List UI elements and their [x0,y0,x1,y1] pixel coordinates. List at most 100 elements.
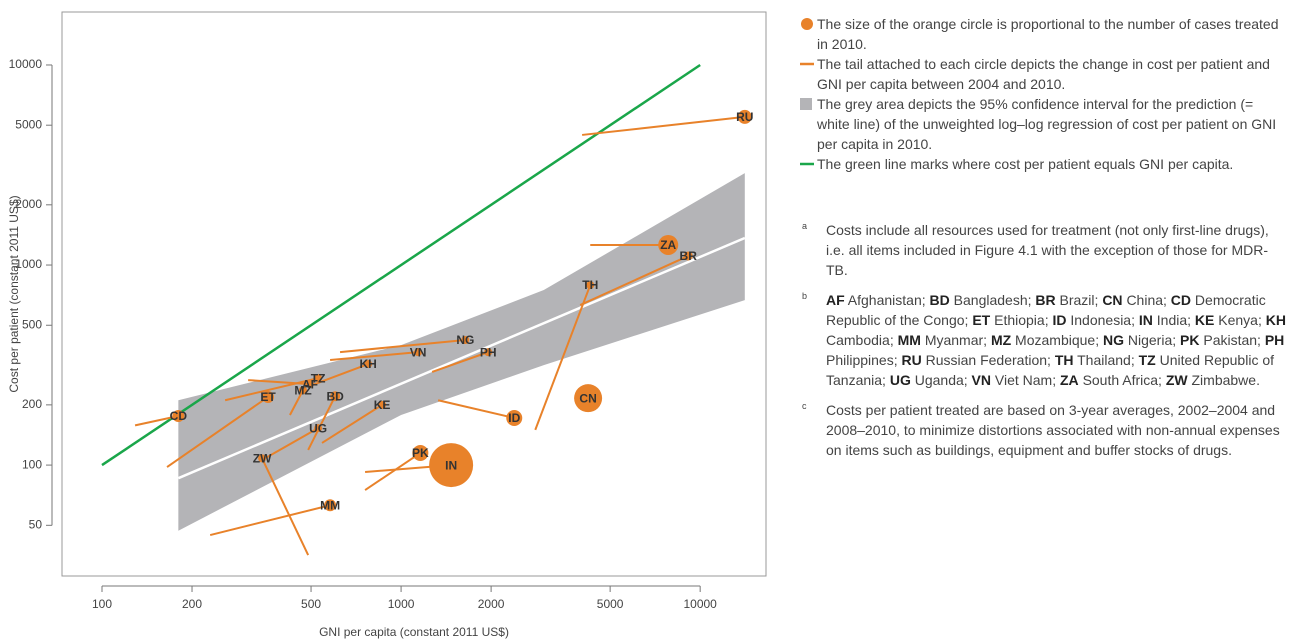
point-label: VN [410,345,427,359]
country-name: Russian Federation; [925,352,1051,368]
legend-icon [800,162,814,166]
legend-icon [800,98,812,110]
point-label: TH [582,278,598,292]
bubble [324,499,337,512]
country-name: Democratic Republic of the Congo; [826,292,1266,328]
tail [321,404,383,444]
x-tick-label: 500 [301,597,321,611]
x-tick-label: 2000 [478,597,505,611]
tail [289,389,304,416]
note-text: Costs per patient treated are based on 3… [826,402,1280,458]
abbr: UG [889,372,911,388]
bubble [414,348,423,357]
note-text: Costs include all resources used for tre… [826,222,1269,278]
point-label: IN [445,458,457,472]
bubble [412,444,429,461]
point-label: BR [680,249,698,263]
tail [261,457,310,556]
country-name: South Africa; [1082,372,1162,388]
legend-swatch [800,98,812,110]
country-name: China; [1126,292,1167,308]
tail [534,284,592,431]
country-name: Indonesia; [1070,312,1135,328]
country-name: Cambodia; [826,332,894,348]
bubble [258,454,267,463]
abbr: KE [1194,312,1215,328]
point-label: PK [412,446,429,460]
abbr: NG [1102,332,1124,348]
point-label: UG [309,421,327,435]
x-tick-label: 5000 [597,597,624,611]
abbr: MM [897,332,921,348]
tail [166,396,269,468]
country-name: Thailand; [1077,352,1135,368]
point-label: AF [302,377,318,391]
legend-swatch [801,18,813,30]
y-tick-label: 2000 [15,197,42,211]
point-label: CN [579,391,596,405]
country-name: Kenya; [1218,312,1262,328]
y-tick-label: 1000 [15,257,42,271]
legend-item: The tail attached to each circle depicts… [800,54,1288,94]
bubble [314,374,323,383]
abbr: KH [1265,312,1286,328]
y-tick-label: 5000 [15,117,42,131]
note: c Costs per patient treated are based on … [800,400,1288,460]
bubble [429,443,474,488]
notes: a Costs include all resources used for tr… [800,220,1288,460]
bubble [262,390,275,403]
abbr: BD [929,292,950,308]
side-panel: The size of the orange circle is proport… [800,14,1288,470]
bubble [330,391,341,402]
note-marker: c [802,401,807,411]
point-label: NG [456,333,474,347]
tail [134,414,179,427]
country-name: Viet Nam; [994,372,1057,388]
x-tick-label: 100 [92,597,112,611]
y-tick-label: 100 [22,457,42,471]
legend-text: The green line marks where cost per pati… [817,156,1234,172]
bubble [172,409,185,422]
tail [307,395,337,451]
y-tick-label: 10000 [9,57,43,71]
abbr: TH [1054,352,1074,368]
country-name: Ethiopia; [994,312,1049,328]
abbr: BR [1035,292,1056,308]
point-label: TZ [311,371,326,385]
legend: The size of the orange circle is proport… [800,14,1288,174]
legend-icon [800,62,814,66]
tail [339,338,466,354]
tail [582,115,745,136]
abbr: MZ [990,332,1012,348]
note-marker: a [802,221,808,231]
bubble [737,109,752,124]
country-name: Philippines; [826,352,898,368]
legend-text: The tail attached to each circle depicts… [817,56,1270,92]
tail [364,452,421,491]
country-name: Myanmar; [924,332,988,348]
country-name: Uganda; [914,372,968,388]
bubble [574,384,603,413]
point-label: ET [260,390,276,404]
abbr: ET [972,312,991,328]
tail [330,351,419,362]
tail [261,427,319,461]
legend-text: The grey area depicts the 95% confidence… [817,96,1277,152]
point-label: ZW [253,452,272,466]
point-label: PH [480,345,497,359]
x-tick-label: 200 [182,597,202,611]
point-label: MM [320,498,340,512]
legend-icon [801,18,813,30]
bubble [461,335,470,344]
note-marker: b [802,291,808,301]
abbr: CN [1102,292,1123,308]
country-name: Pakistan; [1203,332,1261,348]
x-axis-title: GNI per capita (constant 2011 US$) [319,625,509,639]
plot-frame [61,11,767,577]
abbr: PH [1264,332,1285,348]
point-label: KE [374,398,391,412]
country-name: Nigeria; [1127,332,1177,348]
bubble [506,409,523,426]
tail [224,377,319,402]
